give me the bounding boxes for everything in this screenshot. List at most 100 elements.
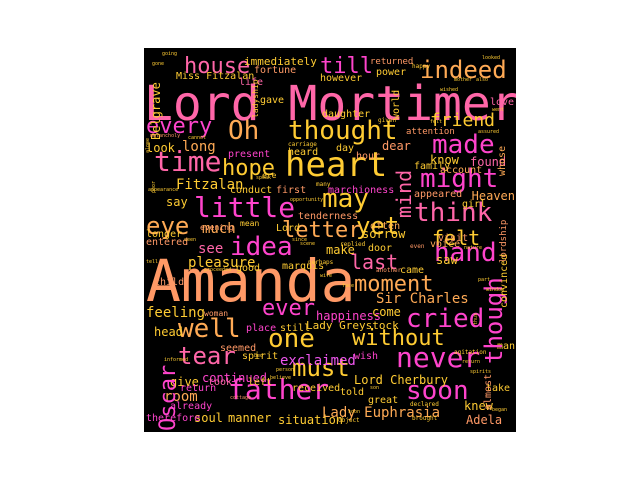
word-friend: friend	[430, 110, 496, 131]
word-give: give	[170, 375, 199, 389]
word-say: say	[166, 195, 188, 209]
word-also: also	[476, 77, 489, 83]
word-time: time	[154, 145, 222, 178]
word-felt: felt	[432, 226, 481, 250]
word-went: went	[492, 107, 505, 113]
word-face: face	[342, 283, 355, 289]
word-heard: heard	[288, 147, 319, 158]
word-appearance: appearance	[148, 187, 179, 193]
word-yet: yet	[356, 212, 400, 240]
word-hope: hope	[222, 156, 275, 181]
word-return-small: return	[462, 359, 481, 365]
word-lordship: lordship	[499, 219, 509, 263]
word-indeed: indeed	[420, 56, 507, 84]
word-manner: manner	[228, 411, 272, 425]
word-took: took	[208, 377, 233, 388]
word-last: last	[350, 250, 399, 274]
word-another: another	[376, 267, 402, 274]
word-happiness: happiness	[316, 309, 382, 323]
word-never: never	[396, 341, 481, 374]
word-power: power	[376, 67, 407, 78]
word-left: left	[248, 377, 273, 388]
word-child: child	[154, 277, 185, 288]
word-life: life	[239, 77, 264, 88]
word-tear: tear	[178, 342, 236, 370]
word-eye: eye	[146, 212, 190, 240]
word-continued: continued	[202, 371, 268, 385]
word-great: great	[368, 395, 399, 406]
word-immediately: immediately	[244, 55, 317, 68]
word-much: much	[202, 221, 236, 237]
word-hand: hand	[434, 238, 497, 268]
word-first: first	[276, 185, 307, 196]
word-good: good	[236, 263, 261, 274]
word-well: well	[178, 314, 241, 344]
word-given: given	[378, 117, 397, 124]
word-return: return	[180, 383, 217, 394]
word-come: come	[372, 305, 401, 319]
word-informed: informed	[164, 357, 189, 363]
word-tell: tell	[146, 259, 159, 265]
word-must: must	[292, 354, 350, 382]
word-till: till	[320, 54, 373, 79]
word-cottage: cottage	[230, 395, 252, 401]
word-letter: letter	[282, 218, 362, 243]
word-however: however	[320, 73, 363, 84]
word-mean: mean	[240, 219, 260, 228]
word-heart: heart	[285, 145, 388, 185]
word-mind: mind	[392, 169, 416, 218]
word-love: love	[490, 97, 515, 108]
word-house: house	[184, 54, 251, 79]
word-entered: entered	[146, 237, 189, 248]
word-declared: declared	[410, 401, 439, 408]
word-see: see	[198, 241, 224, 257]
word-scene: scene	[300, 241, 316, 247]
word-wish: wish	[354, 351, 379, 362]
word-believe: believe	[270, 375, 292, 381]
word-carriage: carriage	[288, 141, 317, 148]
word-family: family	[414, 161, 451, 172]
word-melancholy: melancholy	[150, 133, 181, 139]
word-every: every	[146, 114, 213, 139]
word-seemed: seemed	[220, 343, 257, 354]
word-head: head	[154, 325, 183, 339]
word-little: little	[194, 191, 296, 224]
word-gave: gave	[260, 95, 285, 106]
word-knew: knew	[464, 399, 493, 413]
word-spirit: spirit	[242, 351, 279, 362]
word-appeared: appeared	[414, 189, 463, 200]
word-part: part	[478, 277, 491, 283]
word-happy: happy	[412, 63, 431, 70]
word-woman: woman	[204, 309, 229, 318]
word-cried: cried	[406, 304, 485, 334]
word-ladyship: ladyship	[251, 79, 260, 118]
word-tenderness: tenderness	[298, 211, 359, 222]
word-adela: Adela	[466, 413, 503, 427]
word-world: world	[391, 89, 402, 120]
word-still: still	[280, 323, 311, 334]
word-spirits: spirits	[470, 369, 492, 375]
word-object: object	[338, 417, 360, 424]
word-fitzalan: Fitzalan	[176, 177, 244, 193]
word-agitation: agitation	[454, 349, 487, 356]
word-marchioness: marchioness	[328, 185, 395, 196]
word-thus: thus	[473, 312, 479, 325]
word-whose: whose	[497, 145, 508, 176]
word-day: day	[336, 143, 355, 154]
word-fortune: fortune	[254, 65, 297, 76]
word-lady-greystock: Lady Greystock	[306, 319, 399, 332]
word-wished: wished	[440, 87, 459, 93]
word-perhaps: perhaps	[308, 259, 334, 266]
word-man: man	[496, 341, 515, 352]
word-make: make	[326, 243, 355, 257]
word-since: since	[292, 237, 308, 243]
word-looked: looked	[482, 55, 501, 61]
word-even: even	[410, 243, 425, 250]
word-thought: thought	[288, 116, 398, 146]
word-account: account	[440, 165, 483, 176]
word-moment: moment	[354, 272, 434, 297]
word-long: long	[182, 139, 216, 155]
word-returned: returned	[370, 57, 414, 67]
word-window: window	[486, 287, 505, 293]
word-oh: Oh	[228, 116, 260, 146]
